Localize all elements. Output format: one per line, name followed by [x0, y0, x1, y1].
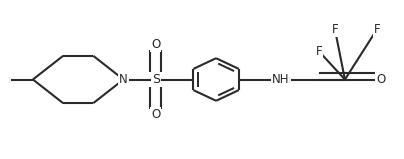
Text: N: N [119, 73, 128, 86]
Text: NH: NH [272, 73, 289, 86]
Text: F: F [374, 23, 381, 36]
Text: O: O [151, 108, 160, 121]
Text: O: O [151, 38, 160, 51]
Text: O: O [377, 73, 386, 86]
Text: S: S [152, 73, 160, 86]
Text: F: F [332, 23, 338, 36]
Text: F: F [316, 45, 322, 58]
